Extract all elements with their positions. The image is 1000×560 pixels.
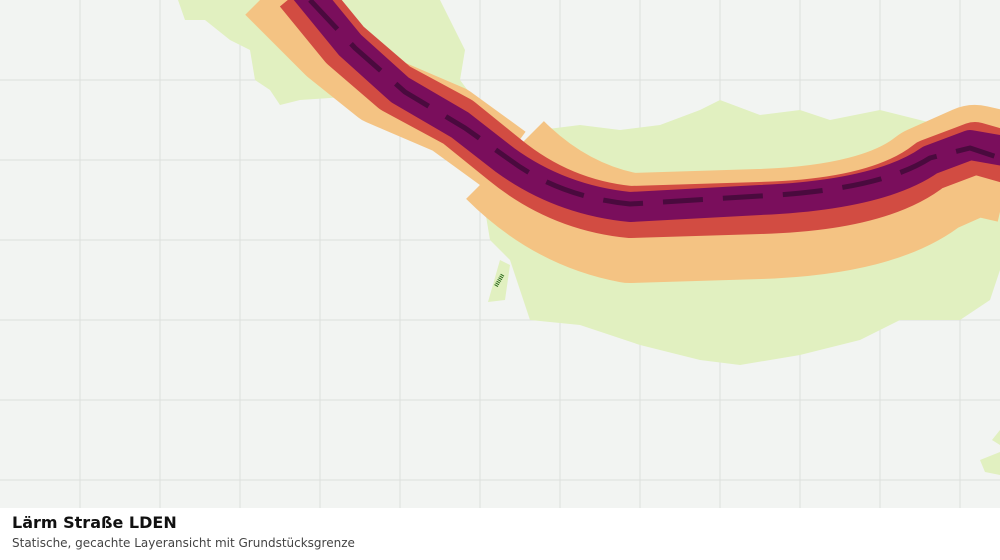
parcel-marker <box>494 272 505 288</box>
road-noise <box>245 0 1000 283</box>
map-title: Lärm Straße LDEN <box>12 513 177 532</box>
map-subtitle: Statische, gecachte Layeransicht mit Gru… <box>12 536 355 550</box>
noise-map <box>0 0 1000 508</box>
